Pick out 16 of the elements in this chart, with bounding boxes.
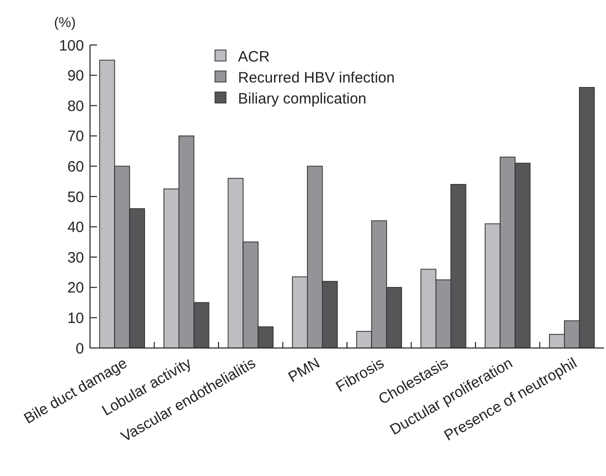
- y-tick-label: 50: [67, 188, 84, 206]
- x-tick-label: PMN: [286, 354, 323, 386]
- y-tick-label: 60: [67, 158, 84, 176]
- y-tick-label: 20: [67, 280, 84, 297]
- legend-label: Biliary complication: [238, 90, 366, 108]
- y-tick-label: 10: [67, 310, 84, 327]
- y-tick-label: 80: [67, 98, 84, 115]
- y-tick-label: 0: [76, 340, 84, 358]
- y-tick-label: 40: [67, 219, 84, 236]
- y-tick-label: 90: [67, 68, 84, 85]
- y-axis-title: (%): [54, 14, 76, 30]
- y-tick-label: 30: [67, 249, 84, 266]
- y-tick-label: 70: [67, 128, 84, 146]
- y-tick-label: 100: [58, 37, 84, 54]
- legend-label: Recurred HBV infection: [238, 69, 395, 86]
- legend-label: ACR: [238, 48, 270, 66]
